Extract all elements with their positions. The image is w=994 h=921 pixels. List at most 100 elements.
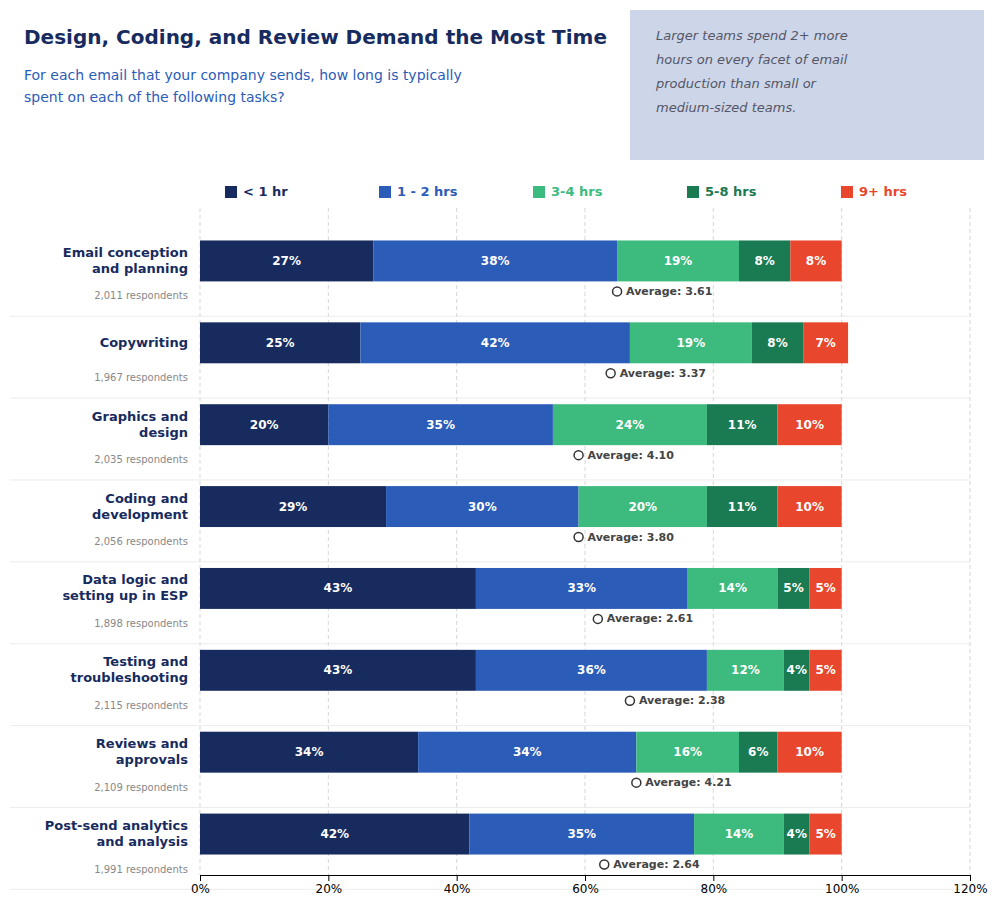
text-line: Testing and [103,654,188,669]
averages: Average: 3.61Average: 3.37Average: 4.10A… [574,285,732,871]
data-label: 42% [481,336,510,350]
legend-item: 1 - 2 hrs [379,184,458,199]
callout: Larger teams spend 2+ morehours on every… [630,10,984,160]
grid-line [585,208,586,875]
tick-label: 100% [825,882,859,896]
row-separator [10,479,970,480]
respondent-count: 1,967 respondents [94,372,188,383]
data-label: 35% [567,827,596,841]
data-label: 8% [806,254,826,268]
data-label: 27% [272,254,301,268]
category-label: Copywriting [100,335,188,350]
category-label: Post-send analyticsand analysis [45,818,189,849]
text-line: Reviews and [96,736,188,751]
average-marker [574,533,583,542]
average-marker [625,696,634,705]
row-separator [10,807,970,808]
data-label: 8% [754,254,774,268]
data-label: 11% [728,500,757,514]
bar-segment [630,322,752,363]
data-label: 10% [795,745,824,759]
text-line: hours on every facet of email [656,52,848,67]
legend-item: 3-4 hrs [533,184,603,199]
data-label: 10% [795,500,824,514]
data-label: 25% [266,336,295,350]
data-label: 43% [324,663,353,677]
bar-segment [810,650,842,691]
legend-label: 5-8 hrs [705,184,757,199]
tick-label: 20% [315,882,342,896]
text-line: Coding and [105,491,188,506]
category-labels: Email conceptionand planningCopywritingG… [45,245,189,875]
data-label: 42% [320,827,349,841]
bar-segment [778,732,842,773]
grid-line [713,208,714,875]
data-label: 4% [787,663,807,677]
legend-swatch [225,186,237,198]
callout-box [630,10,984,160]
bar-segment [636,732,739,773]
legend-item: < 1 hr [225,184,288,199]
legend-label: < 1 hr [243,184,288,199]
bar-segment [386,486,579,527]
grid-line [970,208,971,875]
text-line: Data logic and [82,572,188,587]
bar-segment [707,404,778,445]
text-line: setting up in ESP [62,588,188,603]
legend-swatch [687,186,699,198]
text-line: approvals [116,752,188,767]
average-label: Average: 4.21 [645,776,731,789]
respondent-count: 2,035 respondents [94,454,188,465]
respondent-count: 2,109 respondents [94,782,188,793]
text-line: Copywriting [100,335,188,350]
data-label: 36% [577,663,606,677]
row-separators [10,316,970,889]
bar-segment [694,814,784,855]
respondent-count: 1,898 respondents [94,618,188,629]
data-label: 4% [787,827,807,841]
data-label: 20% [628,500,657,514]
bar-segment [476,650,707,691]
text-line: Graphics and [92,409,188,424]
bar-segment [739,732,778,773]
data-label: 19% [664,254,693,268]
data-label: 5% [815,827,835,841]
data-label: 6% [748,745,768,759]
grid [200,208,970,875]
data-label: 20% [250,418,279,432]
average-marker [593,614,602,623]
tick-label: 0% [191,882,210,896]
average-marker [574,451,583,460]
bar-segment [200,568,476,609]
bar-segment [200,732,418,773]
data-label: 34% [513,745,542,759]
data-label: 29% [279,500,308,514]
bar-segment [200,486,386,527]
row-separator [10,725,970,726]
data-label: 5% [815,581,835,595]
tick-label: 40% [444,882,471,896]
data-label: 34% [295,745,324,759]
legend-label: 3-4 hrs [551,184,603,199]
grid-line [328,208,329,875]
bar-segment [707,486,778,527]
data-label: 38% [481,254,510,268]
tick: 80% [700,875,727,896]
tick: 100% [825,875,859,896]
category-label: Reviews andapprovals [96,736,188,767]
legend-label: 9+ hrs [859,184,907,199]
average-label: Average: 4.10 [588,449,675,462]
average-label: Average: 2.38 [639,694,725,707]
legend-swatch [379,186,391,198]
text-line: and analysis [96,834,188,849]
tick-mark [200,875,201,881]
bar-segment [617,240,739,281]
bar-segment [200,240,373,281]
bar-segment [476,568,688,609]
data-label: 14% [718,581,747,595]
series [778,240,849,854]
chart-container: Design, Coding, and Review Demand the Mo… [0,0,994,921]
bar-segment [418,732,636,773]
data-label: 19% [677,336,706,350]
average-label: Average: 2.64 [613,858,700,871]
